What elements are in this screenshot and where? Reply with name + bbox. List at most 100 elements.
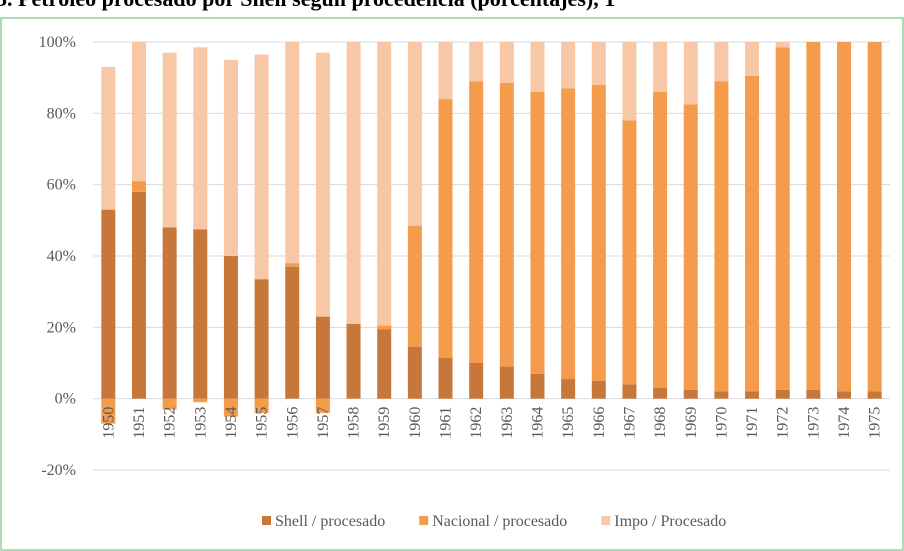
y-tick-label: 100% <box>39 34 76 51</box>
bar-segment <box>131 191 146 399</box>
bar-segment <box>223 398 238 417</box>
x-tick-label: 1958 <box>346 407 363 439</box>
bar-segment <box>775 47 790 390</box>
bar-segment <box>407 42 422 226</box>
bar-segment <box>561 88 576 380</box>
x-tick-label: 1957 <box>315 407 332 439</box>
x-tick-label: 1950 <box>100 407 117 439</box>
legend-label: Nacional / procesado <box>432 513 567 530</box>
x-tick-label: 1960 <box>407 407 424 439</box>
bar-segment <box>775 389 790 399</box>
bar-segment <box>745 42 760 76</box>
bar-segment <box>837 391 852 399</box>
x-tick-label: 1956 <box>284 407 301 439</box>
bar-segment <box>254 398 269 413</box>
bar-segment <box>469 363 484 399</box>
bar-segment <box>407 346 422 399</box>
bar-segment <box>622 384 637 399</box>
bar-segment <box>285 42 300 264</box>
y-tick-label: 60% <box>47 177 76 194</box>
y-tick-label: 0% <box>55 391 76 408</box>
x-tick-label: 1967 <box>621 407 638 439</box>
bar-segment <box>745 75 760 392</box>
x-tick-label: 1973 <box>805 407 822 439</box>
bar-segment <box>469 42 484 82</box>
bar-segment <box>131 42 146 182</box>
bar-segment <box>407 225 422 347</box>
legend-label: Impo / Procesado <box>614 513 726 530</box>
bar-segment <box>530 42 545 92</box>
bar-segment <box>653 91 668 388</box>
x-tick-label: 1974 <box>836 407 853 439</box>
chart-title: 3. Petróleo procesado por Shell según pr… <box>0 0 615 11</box>
bar-segment <box>591 380 606 399</box>
x-tick-label: 1968 <box>652 407 669 439</box>
bar-segment <box>101 66 116 210</box>
x-tick-label: 1955 <box>254 407 271 439</box>
bar-segment <box>653 387 668 399</box>
bar-segment <box>101 398 116 424</box>
bar-segment <box>714 42 729 82</box>
bar-segment <box>377 42 392 326</box>
bar-segment <box>254 279 269 399</box>
bar-segment <box>745 391 760 399</box>
bar-segment <box>806 42 821 390</box>
bar-segment <box>285 263 300 267</box>
legend-label: Shell / procesado <box>275 513 385 530</box>
bar-segment <box>346 42 361 324</box>
bar-segment <box>591 42 606 85</box>
y-tick-label: 80% <box>47 105 76 122</box>
bar-segment <box>530 373 545 399</box>
bar-segment <box>285 266 300 399</box>
bar-segment <box>193 229 208 399</box>
bar-segment <box>315 316 330 399</box>
bar-segment <box>438 42 453 100</box>
bar-segment <box>867 391 882 399</box>
bar-segment <box>653 42 668 92</box>
y-tick-label: 40% <box>47 248 76 265</box>
x-tick-label: 1975 <box>867 407 884 439</box>
bar-segment <box>806 389 821 399</box>
x-tick-label: 1962 <box>468 407 485 439</box>
bar-segment <box>499 366 514 399</box>
legend-swatch <box>601 516 611 525</box>
bar-segment <box>867 42 882 392</box>
x-tick-label: 1954 <box>223 407 240 439</box>
x-tick-label: 1972 <box>775 407 792 439</box>
x-tick-label: 1953 <box>192 407 209 439</box>
bar-segment <box>530 91 545 374</box>
y-tick-label: 20% <box>47 319 76 336</box>
bar-segment <box>162 227 177 399</box>
bar-segment <box>561 42 576 89</box>
bar-segment <box>683 104 698 390</box>
bar-segment <box>193 47 208 230</box>
bar-segment <box>346 323 361 399</box>
bar-segment <box>561 379 576 399</box>
bar-segment <box>162 398 177 410</box>
x-tick-label: 1963 <box>499 407 516 439</box>
x-tick-label: 1966 <box>591 407 608 439</box>
bar-segment <box>469 81 484 363</box>
bar-segment <box>438 99 453 358</box>
bar-segment <box>775 42 790 48</box>
x-tick-label: 1951 <box>131 407 148 439</box>
legend-swatch <box>419 516 429 525</box>
bar-segment <box>714 391 729 399</box>
legend-swatch <box>262 516 271 525</box>
bar-segment <box>837 42 852 392</box>
x-tick-label: 1971 <box>744 407 761 439</box>
bar-segment <box>193 398 208 403</box>
bar-segment <box>591 84 606 381</box>
bar-segment <box>315 398 330 413</box>
x-tick-label: 1969 <box>683 407 700 439</box>
bar-segment <box>438 357 453 399</box>
x-tick-label: 1965 <box>560 407 577 439</box>
x-tick-label: 1964 <box>529 407 546 439</box>
bar-segment <box>223 59 238 257</box>
bar-segment <box>683 42 698 105</box>
bar-segment <box>131 181 146 192</box>
bar-segment <box>622 42 637 121</box>
bar-segment <box>377 325 392 330</box>
bar-segment <box>714 81 729 392</box>
